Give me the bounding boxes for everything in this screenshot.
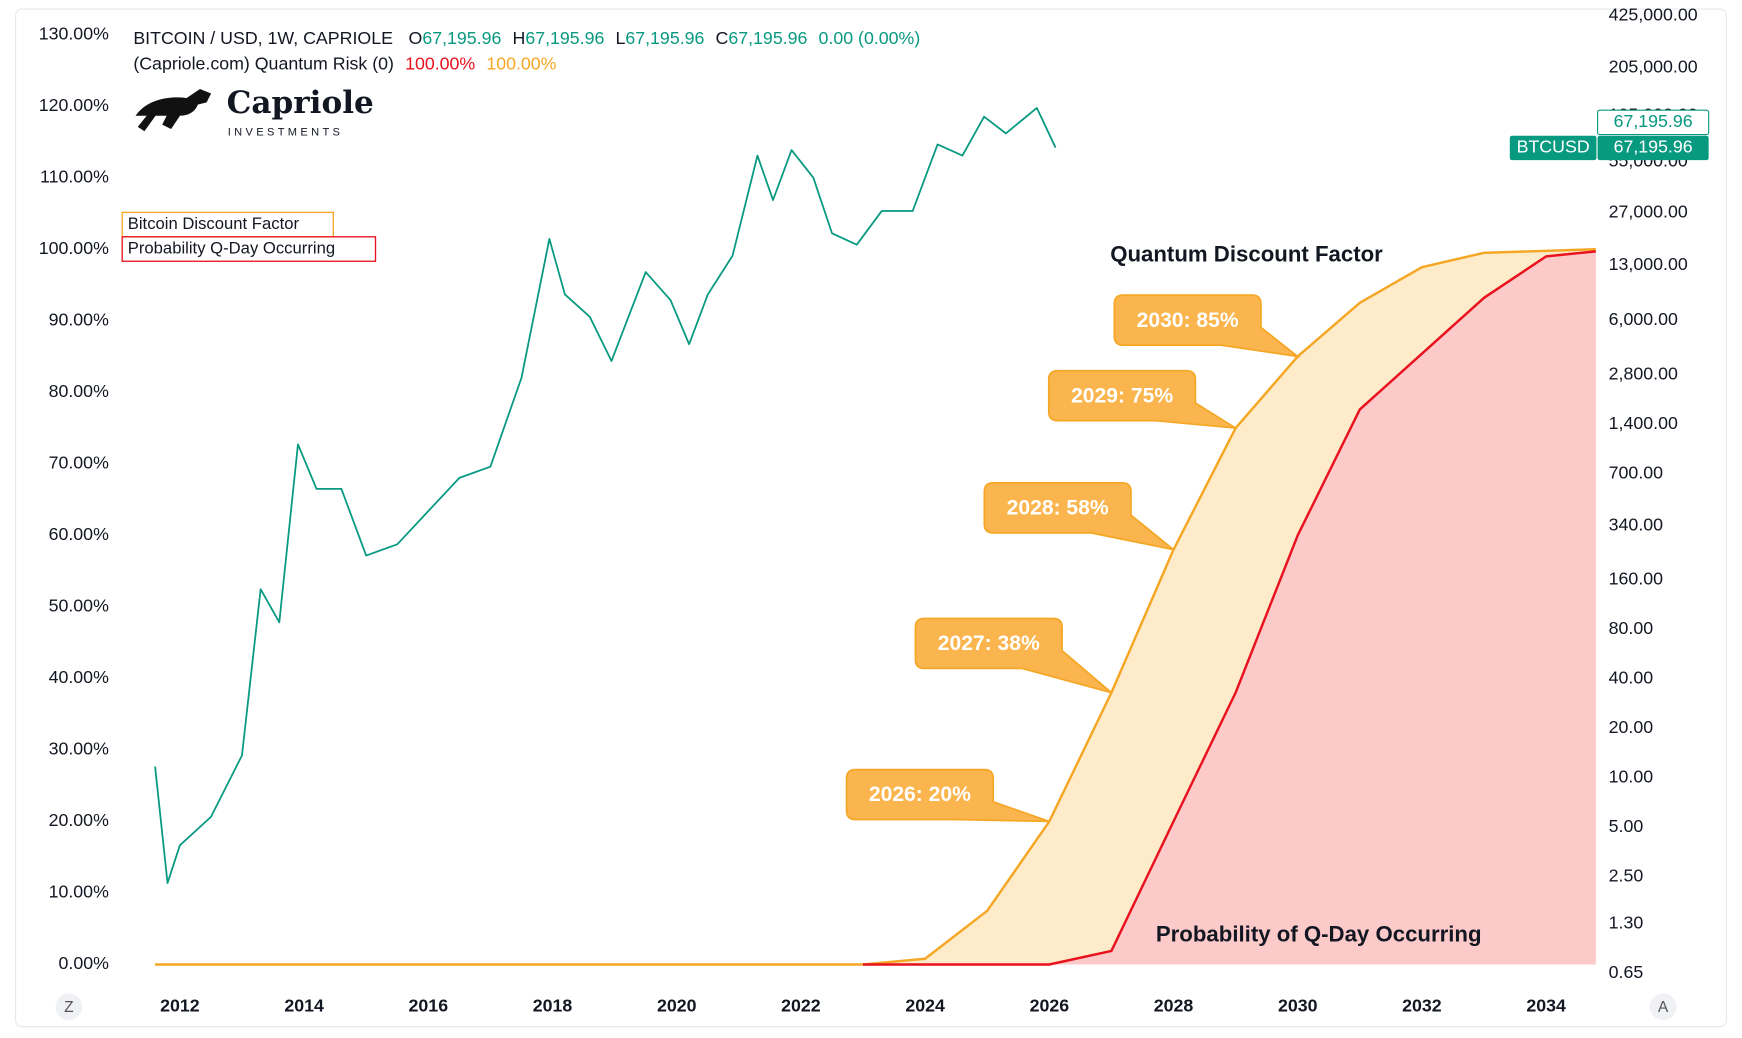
legend-label: Probability Q-Day Occurring	[128, 238, 335, 257]
indicator-value: 100.00%	[405, 53, 475, 73]
ohlc-key: L	[615, 28, 625, 48]
callout-label: 2028: 58%	[1007, 497, 1109, 520]
y2-tick-label: 27,000.00	[1609, 202, 1688, 222]
y-tick-label: 30.00%	[49, 739, 109, 759]
legend-label: Bitcoin Discount Factor	[128, 214, 300, 233]
y-tick-label: 80.00%	[49, 381, 109, 401]
y2-tick-label: 1,400.00	[1609, 413, 1678, 433]
y-tick-label: 20.00%	[49, 810, 109, 830]
y-tick-label: 70.00%	[49, 452, 109, 472]
legend-header: BITCOIN / USD, 1W, CAPRIOLE O67,195.96 H67…	[133, 28, 920, 48]
x-tick-label: 2012	[160, 995, 200, 1015]
callout-box	[1113, 294, 1301, 358]
y2-tick-label: 6,000.00	[1609, 309, 1678, 329]
line	[154, 107, 1057, 884]
ohlc-key: H	[512, 28, 525, 48]
x-tick-label: 2030	[1278, 995, 1318, 1015]
y2-tick-label: 13,000.00	[1609, 254, 1688, 274]
indicator-name: (Capriole.com) Quantum Risk (0)	[133, 53, 394, 73]
price-tag-label: 67,195.96	[1614, 111, 1693, 131]
ohlc-key: C	[716, 28, 729, 48]
y-tick-label: 110.00%	[40, 166, 109, 186]
y-tick-label: 120.00%	[39, 95, 109, 115]
y2-tick-label: 20.00	[1609, 717, 1654, 737]
ohlc-value: 67,195.96	[625, 28, 704, 48]
logo-horse	[135, 89, 212, 132]
ohlc-value: 67,195.96	[728, 28, 807, 48]
button-label: A	[1658, 999, 1669, 1016]
area	[863, 251, 1596, 965]
y-tick-label: 50.00%	[49, 596, 109, 616]
y2-tick-label: 0.65	[1609, 962, 1644, 982]
x-tick-label: 2028	[1154, 995, 1194, 1015]
x-tick-label: 2020	[657, 995, 697, 1015]
x-tick-label: 2018	[533, 995, 573, 1015]
indicator-header: (Capriole.com) Quantum Risk (0) 100.00% 10…	[133, 53, 556, 73]
x-tick-label: 2022	[781, 995, 821, 1015]
y2-tick-label: 10.00	[1609, 767, 1654, 787]
button[interactable]	[1649, 993, 1677, 1021]
callout-box	[1047, 369, 1237, 429]
indicator-value: 100.00%	[486, 53, 556, 73]
x-tick-label: 2016	[409, 995, 449, 1015]
ohlc-value: 67,195.96	[422, 28, 501, 48]
annotation: Probability of Q-Day Occurring	[1156, 921, 1482, 946]
price-tag-label: 67,195.96	[1614, 137, 1693, 157]
y2-tick-label: 2.50	[1609, 866, 1644, 886]
x-tick-label: 2032	[1402, 995, 1442, 1015]
price-tag-label: BTCUSD	[1517, 137, 1590, 157]
legend-box	[121, 211, 334, 238]
x-tick-label: 2024	[905, 995, 945, 1015]
callout-label: 2030: 85%	[1137, 309, 1239, 332]
callout-box	[845, 768, 1050, 823]
y2-tick-label: 5.00	[1609, 816, 1644, 836]
y2-tick-label: 2,800.00	[1609, 364, 1678, 384]
callout-label: 2027: 38%	[938, 632, 1040, 655]
line	[863, 250, 1596, 966]
price-tag	[1597, 135, 1709, 161]
price-tag	[1597, 109, 1710, 136]
y2-tick-label: 340.00	[1609, 514, 1663, 534]
ohlc-value: 67,195.96	[525, 28, 604, 48]
x-tick-label: 2034	[1526, 995, 1566, 1015]
y2-tick-label: 1.30	[1609, 913, 1644, 933]
y2-tick-label: 700.00	[1609, 463, 1663, 483]
button[interactable]	[55, 993, 83, 1021]
y-tick-label: 130.00%	[39, 23, 109, 43]
ohlc-key: O	[408, 28, 422, 48]
button-label: Z	[64, 999, 74, 1016]
y-tick-label: 0.00%	[59, 953, 110, 973]
logo-name: Capriole	[227, 85, 374, 121]
y-tick-label: 60.00%	[49, 524, 109, 544]
price-tag	[1509, 135, 1597, 161]
y2-tick-label: 205,000.00	[1609, 57, 1698, 77]
callout-label: 2026: 20%	[869, 783, 971, 806]
y-tick-label: 40.00%	[49, 667, 109, 687]
y2-tick-label: 425,000.00	[1609, 4, 1698, 24]
callout-box	[914, 617, 1112, 694]
y-tick-label: 10.00%	[49, 882, 109, 902]
callout-label: 2029: 75%	[1071, 384, 1173, 407]
y2-tick-label: 40.00	[1609, 667, 1654, 687]
logo-tagline: INVESTMENTS	[228, 126, 344, 138]
x-tick-label: 2026	[1030, 995, 1070, 1015]
callout-box	[983, 482, 1175, 551]
y-tick-label: 90.00%	[49, 309, 109, 329]
y-tick-label: 100.00%	[39, 238, 109, 258]
change: 0.00 (0.00%)	[819, 28, 921, 48]
series-name: BITCOIN / USD, 1W, CAPRIOLE	[133, 28, 393, 48]
y2-tick-label: 80.00	[1609, 618, 1654, 638]
y2-tick-label: 160.00	[1609, 568, 1663, 588]
x-tick-label: 2014	[284, 995, 324, 1015]
legend-box	[121, 236, 377, 262]
annotation: Quantum Discount Factor	[1110, 242, 1383, 267]
